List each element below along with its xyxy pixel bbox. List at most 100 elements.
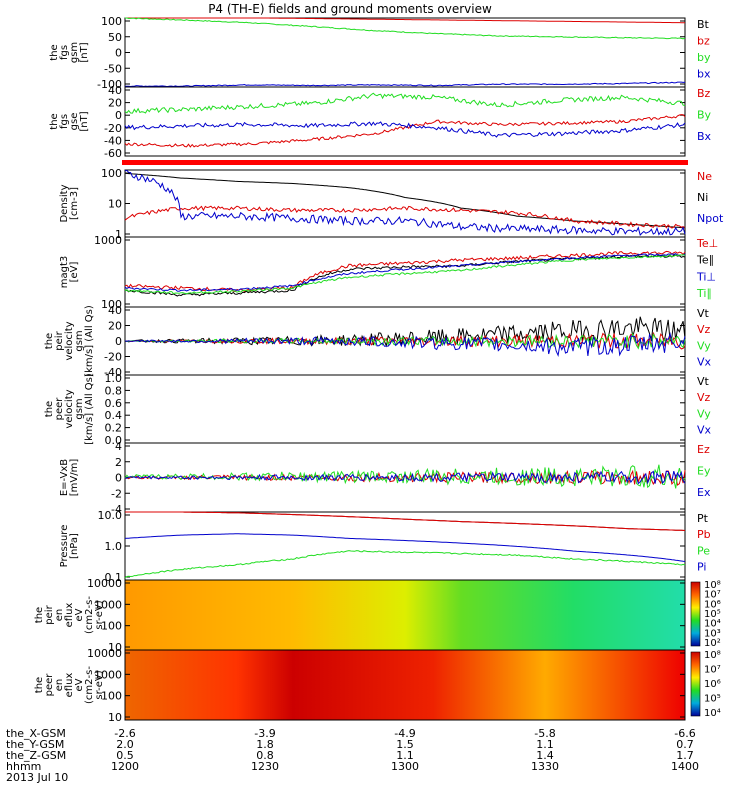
panel-frame [124, 236, 686, 308]
legend-entry: Vt [697, 375, 710, 388]
x-row-value: -3.9 [254, 727, 275, 740]
legend-entry: Bz [697, 87, 711, 100]
y-tick-label: -4 [111, 503, 122, 516]
series-Pb [125, 511, 686, 531]
colorbar [690, 581, 701, 647]
y-axis-label: peir [44, 604, 55, 624]
legend-entry: Ex [697, 486, 711, 499]
legend-entry: Ti∥ [696, 287, 712, 300]
y-tick-label: 0.0 [105, 434, 123, 447]
colorbar-tick-label: 10⁷ [704, 590, 721, 601]
panel-peer-velocity: 1.00.80.60.40.20.0 the peer velocity gsm [km/… [44, 372, 712, 447]
legend-entry: By [697, 109, 712, 122]
y-tick-label: 1000 [94, 598, 122, 611]
legend-entry: Pe [697, 544, 710, 557]
x-row-label: the_Z-GSM [6, 749, 66, 762]
panel-frame [124, 649, 686, 721]
y-tick-label: 20 [108, 320, 122, 333]
panel-frame [124, 374, 686, 444]
y-tick-label: 0.8 [105, 384, 123, 397]
y-tick-label: -60 [104, 147, 122, 160]
y-axis-label: the [49, 113, 60, 129]
y-tick-label: -20 [104, 351, 122, 364]
y-tick-label: -40 [104, 134, 122, 147]
y-tick-label: 100 [101, 298, 122, 311]
colorbar-tick-label: 10⁴ [704, 708, 721, 719]
y-tick-label: 40 [108, 304, 122, 317]
x-row-value: 1300 [391, 760, 419, 773]
y-axis-label: Pressure [59, 525, 70, 568]
y-axis-label: velocity [64, 389, 75, 428]
y-axis-label: [km/s] (All Qs) [84, 305, 95, 377]
y-axis-label: [cm-3] [69, 187, 80, 220]
y-axis-label: sr-eV) [94, 600, 105, 629]
y-axis-label: en [54, 679, 65, 692]
y-tick-label: 4 [115, 440, 122, 453]
y-axis-label: [eV] [69, 262, 80, 283]
x-row-value: 1230 [251, 760, 279, 773]
legend-entry: Ti⊥ [696, 270, 716, 283]
spectrogram-image [125, 650, 685, 720]
y-axis-label: gsm [74, 398, 85, 419]
y-axis-label: the [49, 44, 60, 60]
y-tick-label: 10 [108, 711, 122, 724]
x-row-value: -2.6 [114, 727, 135, 740]
series-Pi [124, 533, 686, 562]
panel-fgs-gsm: 100 50 0 -50 -100 the fgs gsm [nT] Bt bz by bx [49, 15, 711, 91]
legend-entry: Vz [697, 391, 711, 404]
x-row-value: 0.8 [256, 749, 274, 762]
legend-entry: Npot [697, 212, 724, 225]
y-axis-label: [nT] [79, 42, 90, 62]
legend-entry: Vy [697, 339, 711, 352]
y-axis-label: [nT] [79, 111, 90, 131]
y-axis-label: [km/s] (All Qs) [84, 373, 95, 445]
series-bx [124, 81, 686, 88]
y-axis-label: peer [54, 397, 65, 421]
series-Ey [124, 464, 686, 489]
y-tick-label: 1000 [94, 234, 122, 247]
y-tick-label: 1.0 [105, 372, 123, 385]
legend-entry: bz [697, 34, 710, 47]
y-tick-label: -2 [111, 487, 122, 500]
y-tick-label: 10 [108, 198, 122, 211]
x-row-value: 1330 [531, 760, 559, 773]
y-tick-label: 0.6 [105, 397, 123, 410]
panel-peer-spec: 10⁸ 10⁷ 10⁶ 10⁵ 10⁴ 10000 1000 100 10 the peer en ef… [34, 647, 721, 724]
y-axis-label: (cm2-s- [84, 596, 95, 634]
series-Npot [124, 169, 686, 236]
legend-entry: Vz [697, 323, 711, 336]
panel-peir-velocity: 40 20 0 -20 -40 the peir velocity gsm [km/s] (All… [44, 304, 712, 379]
colorbar-tick-label: 10⁷ [704, 665, 721, 676]
legend-entry: Pi [697, 561, 706, 574]
y-axis-label: Density [59, 184, 70, 222]
x-row-value: 1.7 [676, 749, 694, 762]
series-By [124, 92, 686, 114]
y-tick-label: 100 [101, 15, 122, 28]
y-axis-label: fgs [59, 45, 70, 60]
y-tick-label: 10 [108, 641, 122, 654]
x-row-value: 2.0 [116, 738, 134, 751]
legend-entry: Vt [697, 307, 710, 320]
y-tick-label: 20 [108, 97, 122, 110]
series-Vy [124, 332, 686, 350]
series-Te-par [124, 254, 686, 297]
y-tick-label: 0.4 [105, 409, 123, 422]
colorbar-tick-label: 10² [704, 638, 721, 649]
series-Ti-par [124, 254, 686, 295]
y-axis-label: eflux [64, 673, 75, 698]
series-Vx [124, 332, 686, 358]
colorbar-tick-label: 10³ [704, 628, 721, 639]
colorbar-tick-label: 10⁵ [704, 609, 721, 620]
plot-title: P4 (TH-E) fields and ground moments over… [208, 2, 492, 16]
legend-entry: Ne [697, 170, 712, 183]
legend-entry: Pb [697, 528, 711, 541]
series-Bz [124, 114, 686, 148]
y-tick-label: -100 [97, 78, 122, 91]
x-row-label: the_X-GSM [6, 727, 66, 740]
colorbar-tick-label: 10⁸ [704, 580, 721, 591]
y-axis-label: [mV/m] [69, 459, 80, 497]
